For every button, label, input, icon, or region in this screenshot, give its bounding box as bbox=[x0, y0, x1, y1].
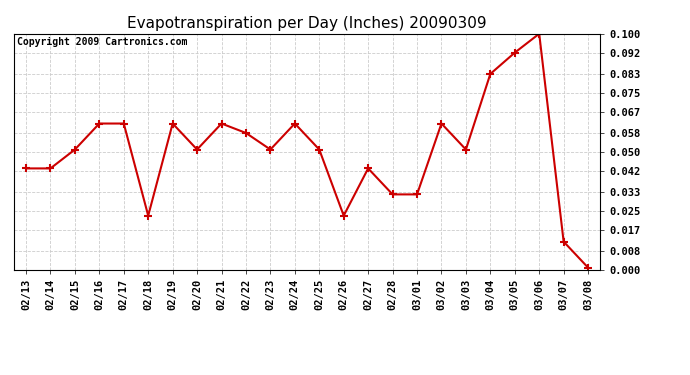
Text: Copyright 2009 Cartronics.com: Copyright 2009 Cartronics.com bbox=[17, 37, 187, 47]
Title: Evapotranspiration per Day (Inches) 20090309: Evapotranspiration per Day (Inches) 2009… bbox=[127, 16, 487, 31]
